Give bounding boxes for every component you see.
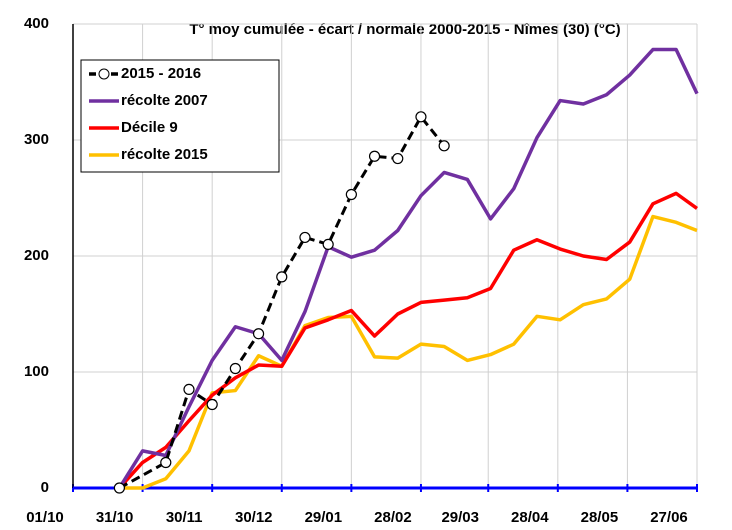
- x-tick-label: 29/01: [305, 509, 343, 526]
- legend-label: récolte 2015: [121, 146, 208, 163]
- legend-label: Décile 9: [121, 119, 178, 136]
- x-tick-label: 30/11: [166, 509, 203, 526]
- marker: [322, 238, 334, 250]
- marker: [229, 362, 241, 375]
- marker: [345, 188, 357, 201]
- marker: [415, 111, 427, 123]
- marker: [160, 456, 172, 469]
- marker: [252, 328, 265, 340]
- y-tick-label: 300: [24, 131, 49, 148]
- x-tick-label: 01/10: [26, 509, 64, 526]
- y-tick-label: 400: [24, 15, 49, 32]
- x-tick-label: 27/06: [650, 509, 688, 526]
- legend-label: récolte 2007: [121, 92, 208, 109]
- x-tick-label: 31/10: [96, 509, 134, 526]
- marker: [299, 231, 311, 244]
- marker: [276, 271, 288, 283]
- marker: [368, 150, 381, 162]
- legend-label: 2015 - 2016: [121, 65, 201, 82]
- y-tick-label: 200: [24, 247, 49, 264]
- y-tick-label: 0: [41, 479, 49, 496]
- marker: [113, 482, 125, 494]
- x-tick-label: 29/03: [441, 509, 479, 526]
- marker: [392, 152, 404, 165]
- series-line: [118, 191, 699, 490]
- y-tick-label: 100: [24, 363, 49, 380]
- x-tick-label: 28/04: [511, 509, 549, 526]
- marker: [183, 383, 195, 395]
- x-tick-label: 30/12: [235, 509, 273, 526]
- x-tick-label: 28/05: [581, 509, 619, 526]
- legend-marker: [98, 68, 110, 80]
- series-line: [117, 47, 699, 489]
- x-tick-label: 28/02: [374, 509, 412, 526]
- chart-title: T° moy cumulée - écart / normale 2000-20…: [189, 21, 620, 38]
- marker: [438, 140, 450, 152]
- marker: [206, 398, 218, 411]
